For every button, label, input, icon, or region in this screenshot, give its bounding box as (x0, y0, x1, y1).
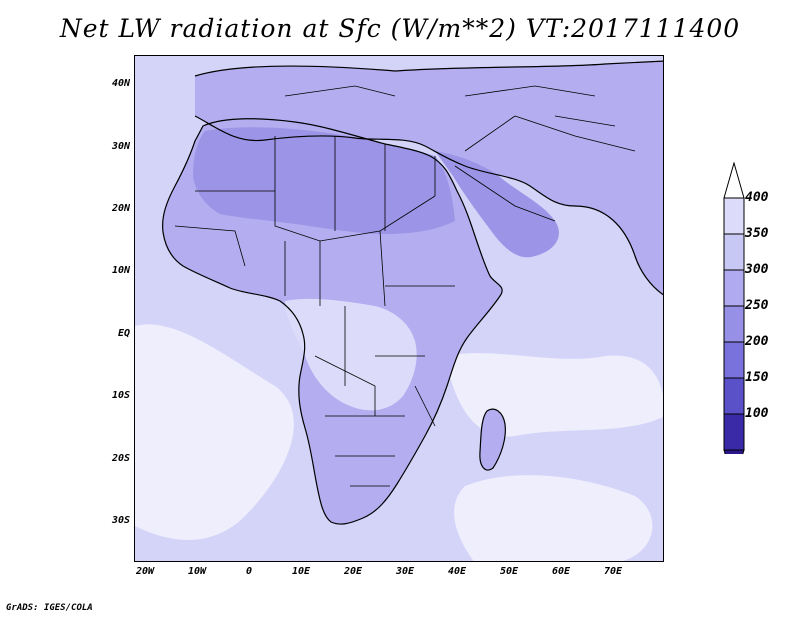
colorbar-swatch (723, 377, 745, 415)
lat-tick-label: 30S (111, 515, 130, 526)
lat-tick-label: 20S (111, 453, 130, 464)
country-borders (174, 85, 636, 487)
lon-tick-label: 40E (447, 566, 467, 577)
colorbar-swatch (723, 269, 745, 307)
lat-tick-label: 40N (111, 78, 130, 89)
colorbar-bottom-arrow (723, 449, 745, 486)
chart-title: Net LW radiation at Sfc (W/m**2) VT:2017… (59, 14, 741, 43)
lon-tick-label: 0 (245, 566, 253, 577)
lat-tick-label: 30N (111, 141, 130, 152)
colorbar-tick-label: 150 (745, 370, 769, 385)
lat-tick-label: 20N (111, 203, 130, 214)
colorbar-tick-label: 300 (745, 262, 769, 277)
cloud-patch (445, 353, 663, 437)
colorbar-svg (723, 161, 745, 486)
colorbar-swatch (723, 413, 745, 451)
lon-tick-label: 10E (291, 566, 311, 577)
colorbar-tick-label: 250 (745, 298, 769, 313)
colorbar-swatch (723, 341, 745, 379)
lat-tick-label: EQ (117, 328, 130, 339)
congo-humid (285, 298, 417, 411)
lon-tick-label: 30E (395, 566, 415, 577)
africa-coastline (162, 118, 503, 525)
madagascar-land (479, 409, 506, 471)
cloud-patch (135, 324, 294, 540)
lon-tick-label: 50E (499, 566, 519, 577)
sahara-desert (193, 127, 455, 234)
credit-text: GrADS: IGES/COLA (6, 603, 93, 613)
colorbar-tick-label: 350 (745, 226, 769, 241)
colorbar-swatch (723, 233, 745, 271)
colorbar-top-arrow (723, 161, 745, 199)
map-area (134, 55, 664, 562)
colorbar-tick-label: 400 (745, 190, 769, 205)
colorbar-tick-label: 100 (745, 406, 769, 421)
colorbar-swatch (723, 305, 745, 343)
lon-tick-label: 10W (187, 566, 207, 577)
lon-tick-label: 20E (343, 566, 363, 577)
eurasia-coastline (194, 60, 663, 296)
madagascar-coastline (479, 408, 506, 471)
map-svg (135, 56, 663, 561)
eurasia-land (195, 61, 663, 295)
arabia-desert (435, 151, 559, 258)
colorbar-tick-label: 200 (745, 334, 769, 349)
lon-tick-label: 60E (551, 566, 571, 577)
lon-tick-label: 70E (603, 566, 623, 577)
lon-tick-label: 20W (135, 566, 155, 577)
cloud-patch (454, 475, 653, 561)
colorbar-swatch (723, 197, 745, 235)
lat-tick-label: 10S (111, 390, 130, 401)
colorbar (722, 161, 746, 486)
cloud-patch (135, 384, 178, 486)
lat-tick-label: 10N (111, 265, 130, 276)
